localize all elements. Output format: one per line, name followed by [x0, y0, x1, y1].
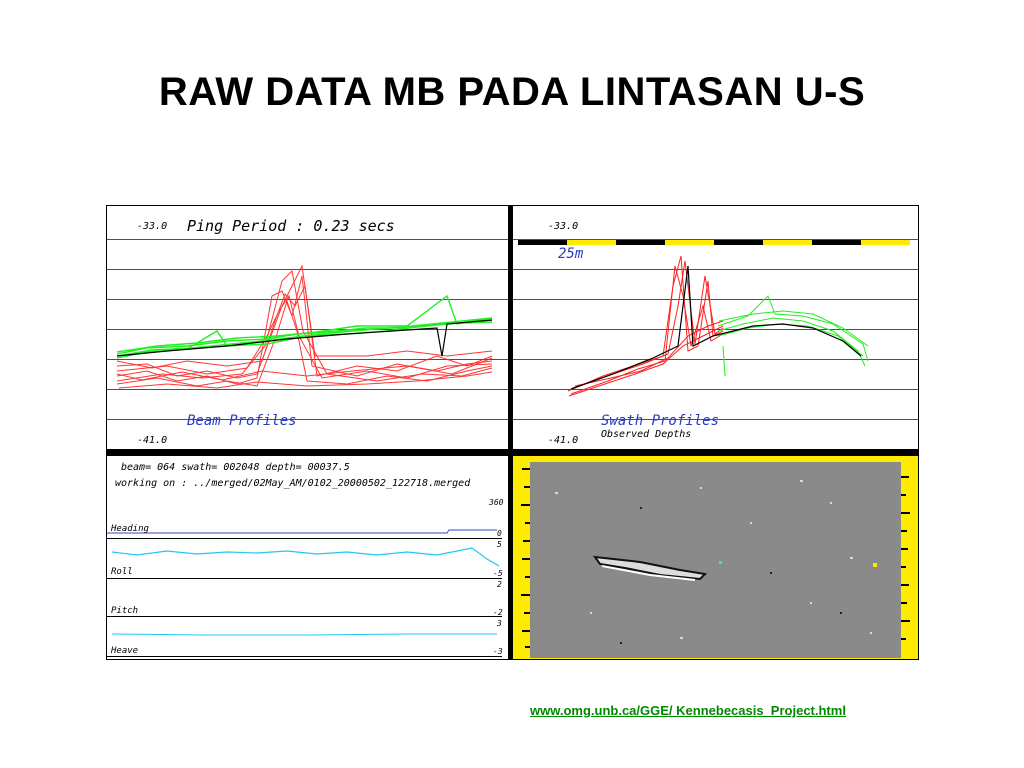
swath-profile-traces [567, 255, 869, 397]
beam-profiles-label: Beam Profiles [187, 413, 297, 429]
heading-min: 0 [497, 529, 502, 538]
grid-line [513, 389, 918, 390]
roll-max: 5 [497, 540, 502, 549]
working-file-line: working on : ../merged/02May_AM/0102_200… [115, 478, 471, 489]
grid-line [513, 239, 918, 240]
scale-bar-segment [616, 240, 665, 245]
scale-bar-segment [567, 240, 616, 245]
backscatter-image-panel [513, 456, 918, 659]
right-coverage-sidebar [901, 456, 918, 659]
heave-baseline [107, 656, 502, 657]
observed-depths-label: Observed Depths [601, 429, 692, 440]
heading-label: Heading [111, 524, 149, 534]
grid-line [107, 389, 508, 390]
beam-profiles-panel: -33.0 Ping Period : 0.23 secs Beam Profi… [107, 206, 508, 449]
pitch-baseline [107, 616, 502, 617]
motion-sensor-traces [107, 529, 500, 636]
heading-baseline [107, 538, 502, 539]
scale-bar-segment [665, 240, 714, 245]
grid-line [513, 269, 918, 270]
scale-bar-segment [518, 240, 567, 245]
left-coverage-sidebar [513, 456, 530, 659]
grid-line [107, 299, 508, 300]
heading-max: 360 [489, 498, 504, 507]
grid-line [513, 359, 918, 360]
motion-sensor-panel: beam= 064 swath= 002048 depth= 00037.5 w… [107, 456, 508, 659]
roll-label: Roll [111, 567, 133, 577]
beam-profile-traces [116, 264, 493, 389]
swath-profiles-panel: -33.0 25m Swath Profiles Observed Depths… [513, 206, 918, 449]
swath-profiles-label: Swath Profiles [601, 413, 720, 429]
swath-top-value: -33.0 [548, 221, 579, 232]
scale-length-label: 25m [558, 246, 584, 262]
sonar-display-frame: -33.0 Ping Period : 0.23 secs Beam Profi… [106, 205, 919, 660]
pitch-max: 2 [497, 580, 502, 589]
grid-line [513, 299, 918, 300]
shaded-relief-image [530, 462, 901, 658]
beam-bottom-value: -41.0 [137, 435, 168, 446]
ping-period-label: Ping Period : 0.23 secs [187, 217, 395, 235]
scale-bar-segment [714, 240, 763, 245]
roll-min: -5 [493, 569, 503, 578]
heave-max: 3 [497, 619, 502, 628]
pitch-label: Pitch [111, 606, 139, 616]
grid-line [107, 269, 508, 270]
roll-baseline [107, 578, 502, 579]
scale-bar-segment [812, 240, 861, 245]
heave-min: -3 [493, 647, 503, 656]
grid-line [107, 359, 508, 360]
swath-bottom-value: -41.0 [548, 435, 579, 446]
beam-top-value: -33.0 [137, 221, 168, 232]
pitch-min: -2 [493, 608, 503, 617]
grid-line [107, 239, 508, 240]
source-url-link[interactable]: www.omg.unb.ca/GGE/ Kennebecasis_Project… [530, 703, 846, 718]
seafloor-target-overlay [555, 480, 877, 644]
slide-title: RAW DATA MB PADA LINTASAN U-S [158, 70, 866, 114]
status-line: beam= 064 swath= 002048 depth= 00037.5 [121, 462, 350, 473]
scale-bar-segment [861, 240, 910, 245]
heave-label: Heave [111, 646, 139, 656]
scale-bar-segment [763, 240, 812, 245]
grid-line [107, 419, 508, 420]
grid-line [513, 419, 918, 420]
